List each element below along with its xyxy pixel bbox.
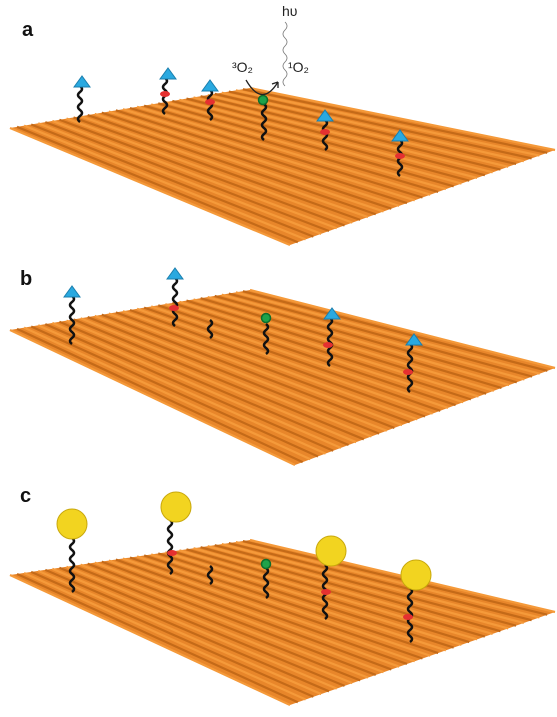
probe-tag <box>74 76 90 87</box>
red-label <box>167 550 177 556</box>
probe-tag <box>160 68 176 79</box>
probe-tag <box>64 286 80 297</box>
red-label <box>395 153 405 159</box>
reactant-label: ³O₂ <box>232 59 253 75</box>
sensitizer <box>259 96 268 105</box>
sensitizer <box>262 314 271 323</box>
probe-tag <box>167 268 183 279</box>
red-label <box>403 369 413 375</box>
red-label <box>403 614 413 620</box>
gold-particle <box>401 560 431 590</box>
product-label: ¹O₂ <box>288 59 309 75</box>
gold-particle <box>57 509 87 539</box>
gold-particle <box>161 492 191 522</box>
light-label: hυ <box>282 3 297 19</box>
red-label <box>320 129 330 135</box>
surfaces <box>10 88 555 705</box>
red-label <box>160 91 170 97</box>
figure: a b c hυ ³O₂ ¹O₂ <box>0 0 557 717</box>
panel-label: c <box>20 485 31 507</box>
gold-particle <box>316 536 346 566</box>
panel-label: b <box>20 268 32 290</box>
red-label <box>321 589 331 595</box>
light-wave <box>283 22 287 86</box>
panel-label: a <box>22 19 34 41</box>
probe-tag <box>202 80 218 91</box>
sensitizer <box>262 560 271 569</box>
red-label <box>323 342 333 348</box>
red-label <box>169 305 179 311</box>
red-label <box>205 99 215 105</box>
